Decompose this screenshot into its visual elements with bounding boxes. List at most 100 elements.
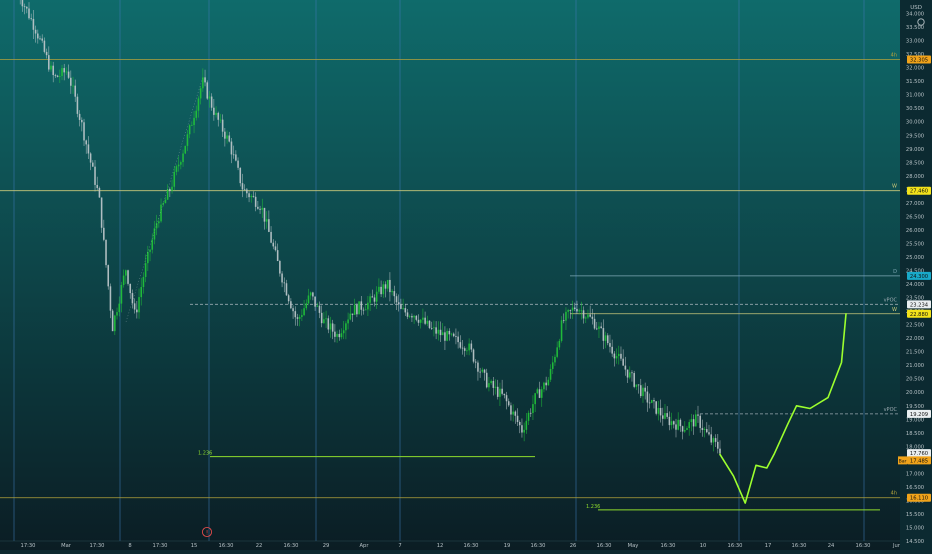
badge-bar-close-bg [907,456,931,465]
candle-body [591,316,594,319]
candle-body [160,204,162,222]
candle-body [237,160,239,168]
y-tick-9: 29.500 [906,133,924,139]
candle-body [151,239,154,250]
candle-body [576,308,578,312]
candle-body [56,75,59,77]
candle-body [325,318,327,320]
candle-body [472,349,475,362]
candle-body [510,405,512,415]
candle-body [459,342,462,348]
candle-body [488,383,490,388]
candle-body [615,356,618,359]
candle-body [30,18,33,20]
candle-body [631,372,633,374]
candle-body [408,316,411,317]
event-marker-label: ! [206,529,209,537]
candle-body [155,223,158,229]
candle-body [23,6,26,8]
candle-body [142,276,145,288]
candle-body [281,273,283,283]
candle-body [481,369,484,372]
candle-body [356,304,358,315]
candle-body [41,38,44,41]
badge-last-price-bg [907,449,931,458]
badge-bar-close-prefix: Bar [899,458,907,464]
candle-body [650,400,653,403]
candle-body [230,141,233,155]
candle-body [565,311,567,321]
candle-body [556,347,558,357]
candle-body [382,284,385,295]
level-label-w-mid: W [892,307,897,313]
candle-body [661,415,664,419]
x-tick-3: 8 [128,543,131,549]
candle-body [320,312,323,324]
candle-body [197,98,200,111]
x-tick-10: Apr [360,543,370,549]
candle-body [81,119,83,123]
candle-body [193,117,195,126]
candle-body [705,429,708,433]
x-tick-16: 26 [570,543,577,549]
projection-line [719,313,847,504]
x-tick-6: 16:30 [219,543,234,549]
candle-body [461,347,464,349]
badge-w-mid-text: 22.880 [910,312,928,318]
candle-body [318,305,321,313]
x-axis: 17:30 Mar 17:30 8 17:30 15 16:30 22 16:30 29 Apr 7 1… [0,540,901,549]
candle-body [602,328,605,341]
candle-body [257,206,259,209]
candle-body [536,389,539,394]
candle-body [133,303,136,310]
y-tick-39: 14.500 [906,539,924,545]
projection-path [719,313,847,504]
candle-body [492,380,495,388]
x-tick-17: 16:30 [597,543,612,549]
y-tick-16: 26.000 [906,228,924,234]
candle-body [538,389,541,398]
candle-body [202,77,204,89]
chart-settings-icon[interactable] [917,18,925,26]
x-tick-13: 16:30 [464,543,479,549]
candle-body [241,183,244,190]
candle-body [127,270,129,284]
candle-body [105,239,107,266]
candle-body [690,419,693,423]
candle-body [254,196,257,207]
candle-body [301,315,303,317]
candle-body [525,420,528,430]
candle-body [584,317,587,319]
candle-body [437,329,440,334]
candle-body [444,332,446,341]
candle-body [67,71,70,78]
fib-label-1: 1.236 [586,504,600,510]
candle-body [268,219,270,232]
candle-body [683,430,686,432]
candle-body [103,227,105,240]
candle-body [307,295,310,304]
candle-body [312,292,314,297]
candle-body [681,426,684,432]
candle-body [259,208,261,210]
level-label-vpoc-top: vPOC [884,297,898,303]
candle-body [78,113,81,120]
candle-body [551,362,554,369]
candle-body [402,308,404,309]
candle-body [28,8,30,19]
badge-4h-top-bg [907,55,931,64]
event-marker[interactable]: ! [201,526,213,538]
candle-body [248,193,250,198]
candle-body [204,77,206,83]
badge-w-mid-bg [907,309,931,318]
candle-body [626,369,629,378]
candle-body [279,261,281,274]
candle-body [657,407,660,414]
candle-body [347,319,349,324]
candle-body [182,153,184,163]
candle-body [642,387,644,397]
candle-body [294,311,297,318]
candle-body [712,438,715,443]
candle-body [63,68,66,73]
